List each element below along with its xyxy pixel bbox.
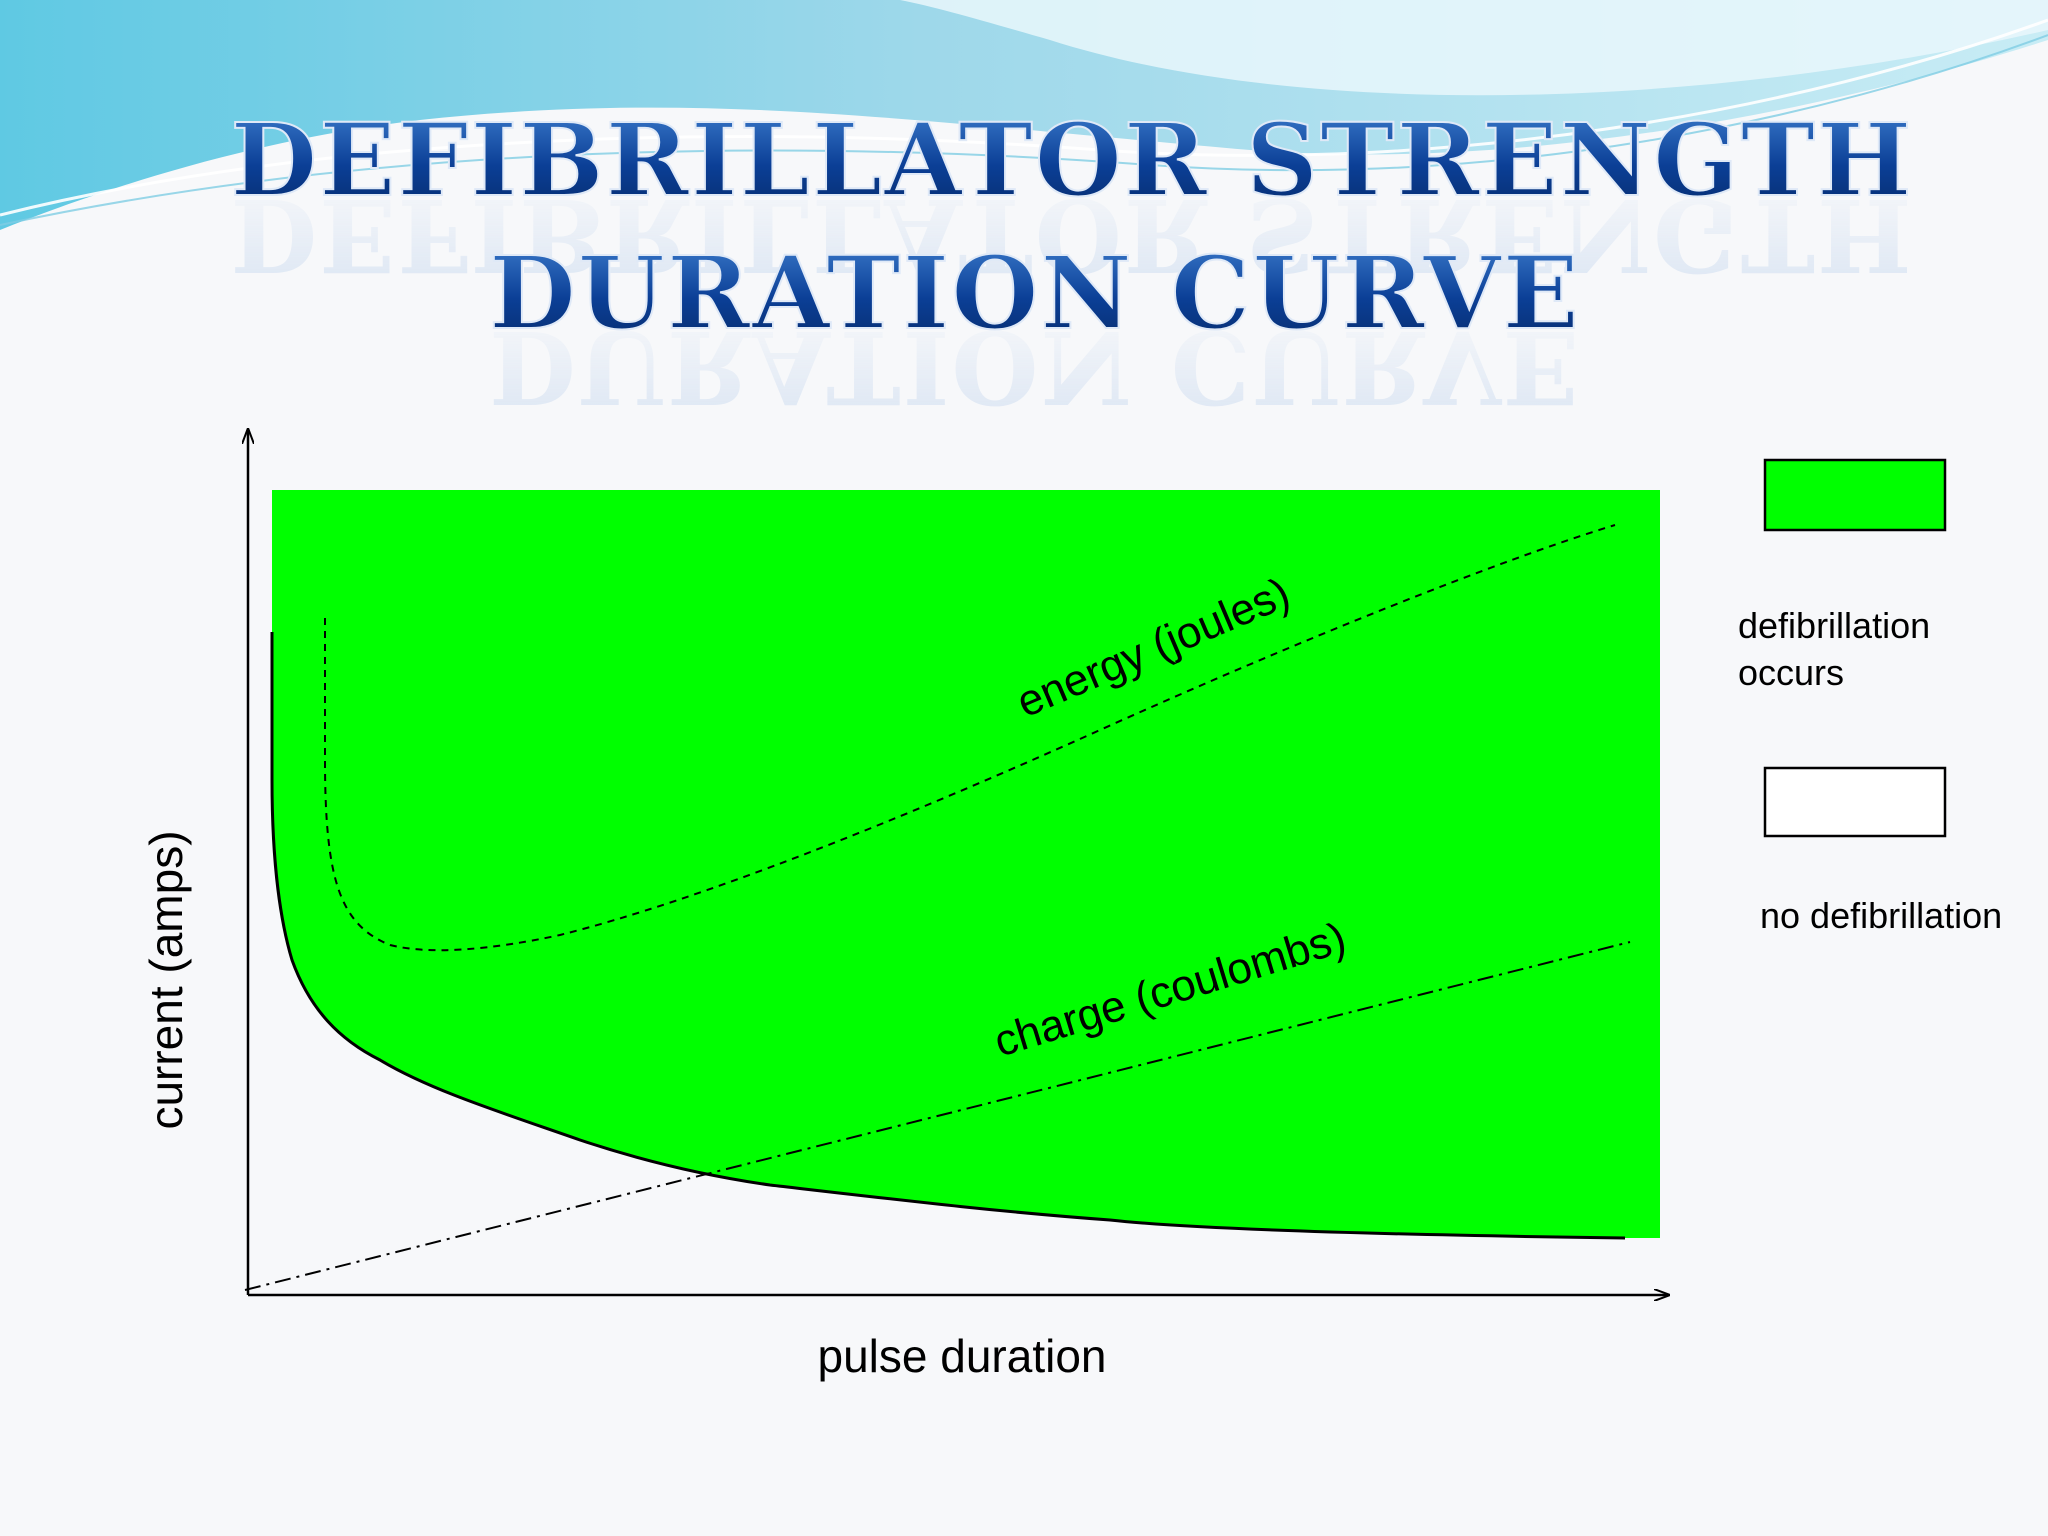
defibrillation-region bbox=[272, 490, 1660, 1238]
title-line-1: DEFIBRILLATOR STRENGTH bbox=[231, 101, 1914, 219]
legend-label-defibrillation-line1: defibrillation bbox=[1738, 605, 1930, 646]
legend-swatch-defibrillation bbox=[1763, 458, 1947, 532]
charge-curve bbox=[244, 941, 1631, 1291]
legend-swatch-no-defibrillation bbox=[1763, 766, 1947, 838]
legend-label-no-defibrillation: no defibrillation bbox=[1760, 895, 2002, 936]
strength-duration-curve bbox=[270, 632, 1626, 1240]
legend-label-defibrillation-line2: occurs bbox=[1738, 652, 1844, 693]
header-wave-decoration bbox=[0, 0, 2048, 230]
x-axis-label: pulse duration bbox=[818, 1330, 1107, 1382]
energy-curve bbox=[324, 524, 1616, 952]
title-line-2-reflection: DURATION CURVE bbox=[489, 308, 1581, 426]
title-line-2: DURATION CURVE bbox=[489, 234, 1581, 352]
legend: defibrillation occurs no defibrillation bbox=[1738, 458, 2002, 936]
slide-title: DEFIBRILLATOR STRENGTH DEFIBRILLATOR STR… bbox=[230, 100, 1914, 426]
y-axis-label: current (amps) bbox=[140, 830, 192, 1129]
title-line-1-reflection: DEFIBRILLATOR STRENGTH bbox=[231, 176, 1914, 294]
